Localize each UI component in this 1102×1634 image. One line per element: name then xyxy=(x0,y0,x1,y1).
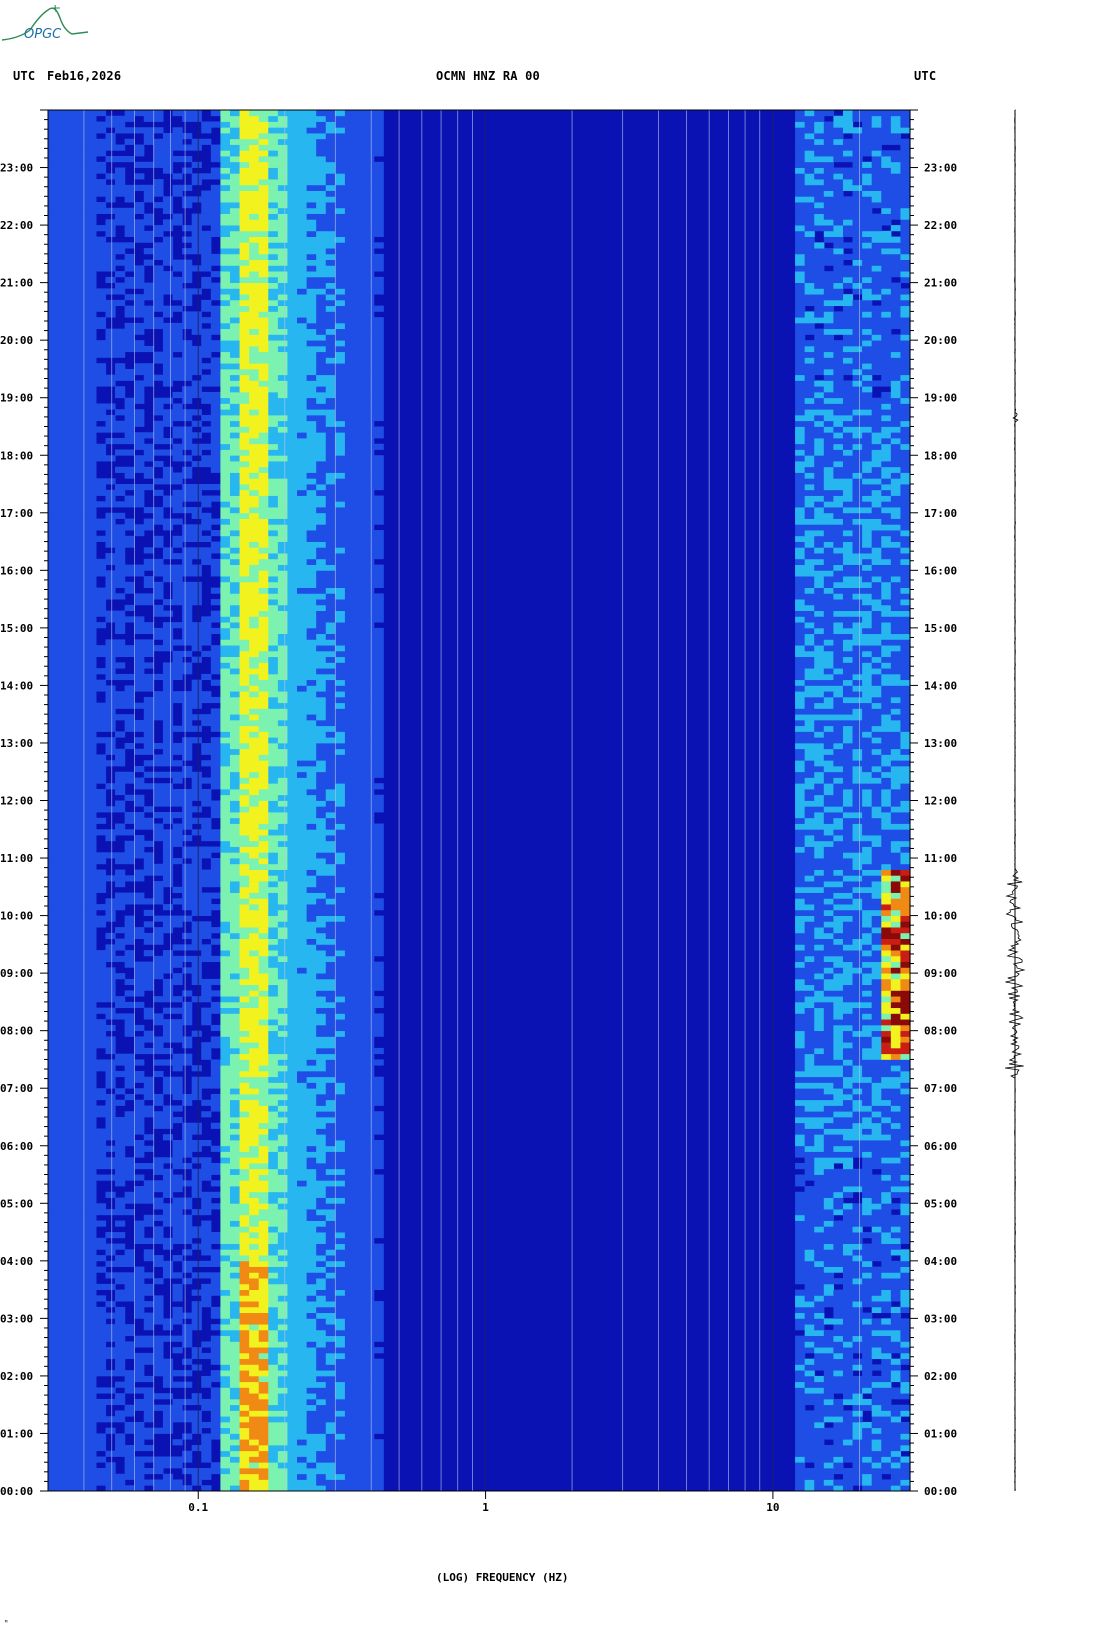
frequency-axis: 0.1 1 10 xyxy=(188,1491,780,1514)
y-tick-label-left: 05:00 xyxy=(0,1197,33,1210)
frequency-grid xyxy=(47,109,911,1492)
y-tick-label-left: 03:00 xyxy=(0,1312,33,1325)
y-tick-label-right: 22:00 xyxy=(924,219,957,232)
y-tick-label-right: 21:00 xyxy=(924,277,957,290)
y-tick-label-right: 06:00 xyxy=(924,1140,957,1153)
y-tick-label-right: 03:00 xyxy=(924,1312,957,1325)
y-tick-label-right: 01:00 xyxy=(924,1427,957,1440)
y-tick-label-left: 20:00 xyxy=(0,334,33,347)
y-tick-label-right: 23:00 xyxy=(924,162,957,175)
y-tick-label-left: 01:00 xyxy=(0,1427,33,1440)
y-tick-label-right: 13:00 xyxy=(924,737,957,750)
y-tick-label-right: 07:00 xyxy=(924,1082,957,1095)
y-tick-label-right: 20:00 xyxy=(924,334,957,347)
y-tick-label-left: 07:00 xyxy=(0,1082,33,1095)
y-tick-label-left: 19:00 xyxy=(0,392,33,405)
x-tick-label: 10 xyxy=(766,1501,779,1514)
y-tick-label-left: 02:00 xyxy=(0,1370,33,1383)
y-tick-label-left: 09:00 xyxy=(0,967,33,980)
y-tick-label-left: 23:00 xyxy=(0,162,33,175)
y-tick-label-right: 04:00 xyxy=(924,1255,957,1268)
y-tick-label-right: 02:00 xyxy=(924,1370,957,1383)
y-tick-label-left: 12:00 xyxy=(0,795,33,808)
y-tick-label-right: 16:00 xyxy=(924,564,957,577)
right-timezone: UTC xyxy=(914,69,937,83)
y-tick-label-right: 14:00 xyxy=(924,679,957,692)
left-timezone: UTC xyxy=(13,69,36,83)
y-tick-label-left: 00:00 xyxy=(0,1485,33,1498)
y-tick-label-left: 10:00 xyxy=(0,910,33,923)
station-id: OCMN HNZ RA 00 xyxy=(436,69,540,83)
opgc-logo: OPGC xyxy=(1,4,89,42)
y-tick-label-right: 19:00 xyxy=(924,392,957,405)
y-tick-label-right: 18:00 xyxy=(924,449,957,462)
y-tick-label-right: 17:00 xyxy=(924,507,957,520)
seismogram-trace xyxy=(1005,109,1026,1491)
y-tick-label-left: 06:00 xyxy=(0,1140,33,1153)
y-tick-label-left: 11:00 xyxy=(0,852,33,865)
y-tick-label-right: 08:00 xyxy=(924,1025,957,1038)
y-tick-label-left: 13:00 xyxy=(0,737,33,750)
chart-date: Feb16,2026 xyxy=(47,69,122,83)
y-tick-label-left: 17:00 xyxy=(0,507,33,520)
x-axis-label: (LOG) FREQUENCY (HZ) xyxy=(436,1571,569,1584)
spectrogram-heatmap xyxy=(48,110,911,1492)
y-tick-label-left: 08:00 xyxy=(0,1025,33,1038)
y-tick-label-right: 10:00 xyxy=(924,910,957,923)
footer-mark: ᴹ xyxy=(4,1619,9,1627)
y-tick-label-left: 16:00 xyxy=(0,564,33,577)
y-tick-label-left: 22:00 xyxy=(0,219,33,232)
x-tick-label: 0.1 xyxy=(188,1501,208,1514)
y-tick-label-right: 11:00 xyxy=(924,852,957,865)
y-tick-label-right: 12:00 xyxy=(924,795,957,808)
y-tick-label-left: 21:00 xyxy=(0,277,33,290)
y-tick-label-right: 09:00 xyxy=(924,967,957,980)
y-tick-label-right: 15:00 xyxy=(924,622,957,635)
y-tick-label-right: 00:00 xyxy=(924,1485,957,1498)
y-tick-label-left: 18:00 xyxy=(0,449,33,462)
y-tick-label-right: 05:00 xyxy=(924,1197,957,1210)
time-axis: 00:00 00:00 01:00 01:00 02:00 02:00 03:00 03:00… xyxy=(0,109,957,1498)
y-tick-label-left: 14:00 xyxy=(0,679,33,692)
y-tick-label-left: 15:00 xyxy=(0,622,33,635)
x-tick-label: 1 xyxy=(482,1501,489,1514)
y-tick-label-left: 04:00 xyxy=(0,1255,33,1268)
logo-text: OPGC xyxy=(24,27,62,42)
